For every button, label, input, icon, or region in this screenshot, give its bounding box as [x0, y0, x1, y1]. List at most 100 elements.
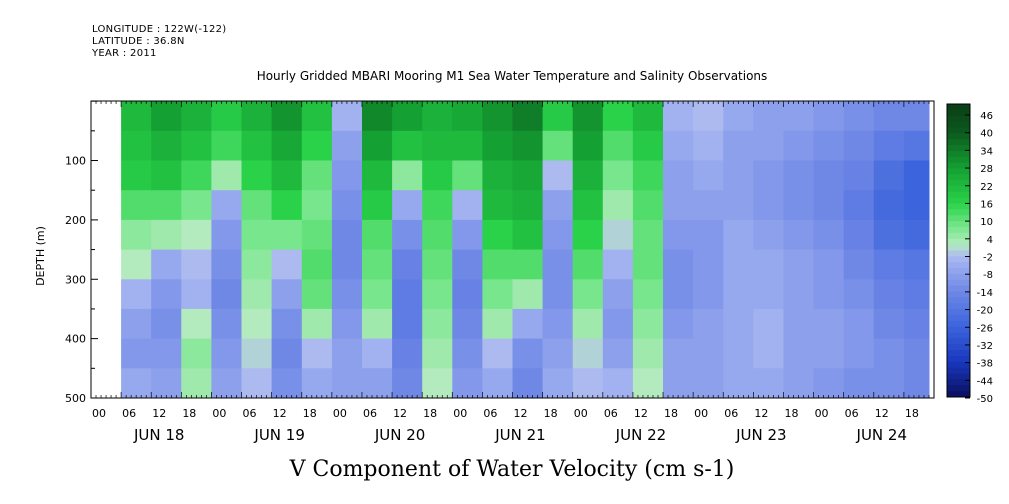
colorbar-swatch: [947, 227, 970, 234]
x-hour-label: 18: [544, 407, 558, 420]
x-hour-label: 12: [754, 407, 768, 420]
heatmap-cell: [422, 308, 453, 340]
heatmap-cell: [572, 101, 604, 132]
heatmap-cell: [121, 279, 152, 310]
heatmap-cell: [331, 338, 363, 369]
heatmap-cell: [362, 308, 393, 340]
heatmap-cell: [121, 130, 152, 161]
heatmap-cell: [632, 130, 664, 161]
heatmap-cell: [181, 368, 212, 399]
heatmap-cell: [422, 160, 453, 191]
colorbar-swatch: [947, 168, 970, 175]
heatmap-cell: [663, 249, 694, 280]
heatmap-cell: [452, 308, 483, 340]
heatmap-cell: [241, 279, 273, 310]
x-hour-label: 18: [303, 407, 317, 420]
y-tick-label: 200: [65, 214, 86, 227]
heatmap-cell: [241, 368, 273, 399]
heatmap-cell: [632, 101, 664, 132]
heatmap-cell: [632, 338, 664, 369]
heatmap-cell: [693, 279, 724, 310]
heatmap-cell: [783, 190, 815, 221]
colorbar-swatch: [947, 379, 970, 386]
heatmap-cell: [873, 249, 905, 280]
colorbar-swatch: [947, 262, 970, 269]
colorbar-swatch: [947, 186, 970, 193]
x-hour-label: 12: [875, 407, 889, 420]
heatmap-cell: [392, 368, 423, 399]
heatmap-cell: [121, 190, 152, 221]
heatmap-cell: [632, 249, 664, 280]
heatmap-cell: [181, 308, 212, 340]
heatmap-cell: [301, 160, 333, 191]
colorbar-swatch: [947, 121, 970, 128]
heatmap-cell: [632, 190, 664, 221]
colorbar-swatch: [947, 285, 970, 292]
heatmap-cell: [482, 279, 513, 310]
heatmap-cell: [512, 219, 544, 251]
heatmap-cell: [602, 368, 634, 399]
colorbar-swatch: [947, 209, 970, 216]
heatmap-cell: [241, 160, 273, 191]
heatmap-cell: [632, 279, 664, 310]
colorbar-swatch: [947, 367, 970, 374]
heatmap-cell: [783, 101, 815, 132]
heatmap-cell: [392, 190, 423, 221]
heatmap-cell: [783, 160, 815, 191]
heatmap-cell: [211, 101, 242, 132]
x-hour-label: 18: [905, 407, 919, 420]
heatmap-cell: [903, 190, 930, 221]
heatmap-cell: [392, 219, 423, 251]
heatmap-cell: [121, 101, 152, 132]
heatmap-cell: [542, 279, 574, 310]
heatmap-cell: [241, 249, 273, 280]
heatmap-cell: [873, 160, 905, 191]
heatmap-cell: [241, 338, 273, 369]
heatmap-cell: [663, 219, 694, 251]
x-hour-label: 12: [393, 407, 407, 420]
heatmap-cell: [211, 279, 242, 310]
colorbar-label: -26: [977, 323, 993, 334]
x-day-label: JUN 18: [133, 426, 184, 444]
colorbar-swatch: [947, 309, 970, 316]
heatmap-cell: [903, 130, 930, 161]
colorbar-swatch: [947, 297, 970, 304]
heatmap-cell: [512, 308, 544, 340]
heatmap-cell: [362, 101, 393, 132]
heatmap-cell: [271, 190, 303, 221]
heatmap-cell: [362, 130, 393, 161]
colorbar-label: 10: [980, 217, 993, 228]
heatmap-cell: [903, 101, 930, 132]
x-hour-label: 18: [664, 407, 678, 420]
heatmap-cell: [452, 219, 483, 251]
heatmap-cell: [663, 338, 694, 369]
colorbar-swatch: [947, 180, 970, 187]
heatmap-cell: [151, 279, 182, 310]
heatmap-cell: [813, 249, 845, 280]
x-hour-label: 06: [724, 407, 738, 420]
heatmap-cell: [693, 190, 724, 221]
heatmap-cell: [301, 101, 333, 132]
heatmap-cell: [663, 190, 694, 221]
colorbar-label: 4: [987, 235, 993, 246]
heatmap-cell: [452, 101, 483, 132]
x-hour-label: 06: [363, 407, 377, 420]
heatmap-cell: [482, 338, 513, 369]
colorbar-swatch: [947, 338, 970, 345]
plot-area: [121, 101, 930, 399]
heatmap-cell: [843, 130, 875, 161]
heatmap-cell: [783, 279, 815, 310]
heatmap-cell: [693, 308, 724, 340]
heatmap-cell: [602, 219, 634, 251]
heatmap-cell: [452, 130, 483, 161]
x-hour-label: 00: [92, 407, 106, 420]
heatmap-cell: [151, 130, 182, 161]
heatmap-cell: [362, 279, 393, 310]
heatmap-cell: [452, 338, 483, 369]
heatmap-cell: [362, 338, 393, 369]
heatmap-cell: [572, 219, 604, 251]
colorbar-swatch: [947, 326, 970, 333]
heatmap-cell: [813, 219, 845, 251]
heatmap-cell: [602, 101, 634, 132]
